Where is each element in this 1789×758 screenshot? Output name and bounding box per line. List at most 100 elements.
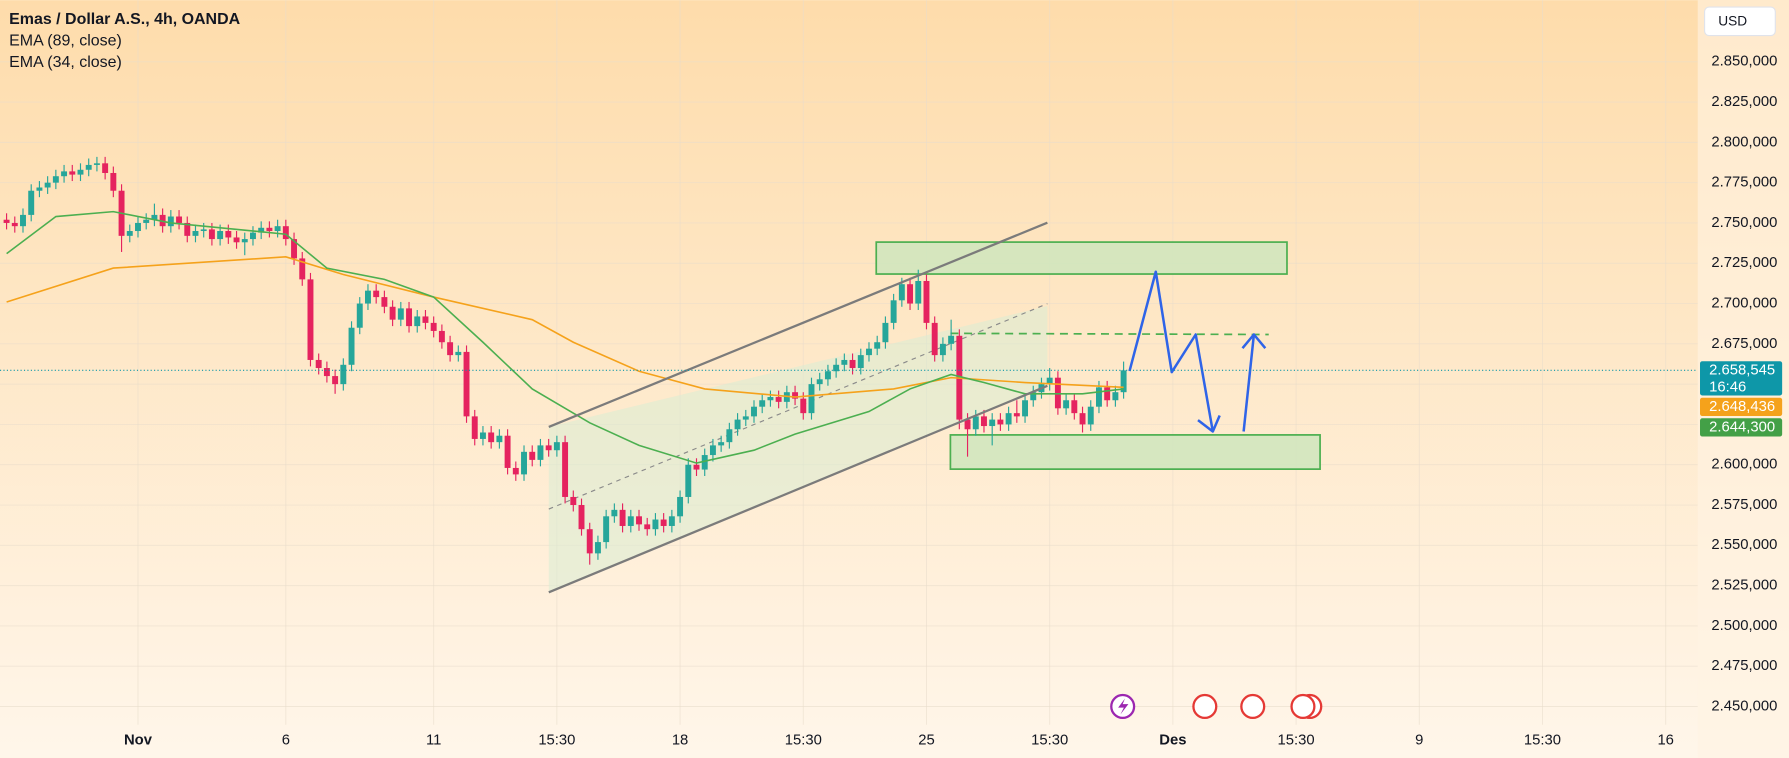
channel-lower	[548, 384, 1048, 594]
y-tick-label: 2.450,000	[1711, 698, 1777, 714]
candle-body	[233, 237, 240, 243]
candle-body	[381, 297, 388, 307]
candle-body	[898, 284, 905, 301]
currency[interactable]: USD	[1718, 13, 1747, 28]
legend: Emas / Dollar A.S., 4h, OANDA EMA (89, c…	[9, 11, 240, 71]
candle-body	[866, 348, 872, 356]
candle-body	[291, 239, 298, 259]
candle-body	[1104, 387, 1111, 401]
legend-entry: EMA (34, close)	[9, 54, 122, 71]
candle-body	[545, 445, 552, 451]
candle-body	[1071, 400, 1078, 414]
candle-body	[652, 519, 659, 530]
candle-body	[668, 516, 675, 526]
y-tick-label: 2.775,000	[1711, 175, 1777, 191]
currency-button[interactable]	[1703, 6, 1776, 37]
candle-body	[718, 442, 725, 446]
channel-mid	[548, 303, 1048, 510]
candle-body	[849, 359, 856, 369]
projection-path	[1128, 270, 1215, 432]
candle-body	[792, 392, 799, 399]
candle-body	[775, 397, 782, 402]
candle-body	[1120, 370, 1127, 393]
event-icon	[1192, 693, 1218, 720]
x-tick-label: 11	[426, 733, 441, 749]
x-tick-label: 15:30	[538, 733, 575, 749]
candle-body	[701, 455, 708, 470]
candle-body	[463, 351, 470, 417]
candle-body	[709, 445, 716, 456]
candle-body	[857, 355, 864, 369]
y-tick-label: 2.800,000	[1711, 134, 1777, 150]
candle-body	[923, 280, 930, 323]
candle-body	[77, 169, 84, 175]
candle-body	[282, 226, 289, 240]
candle-body	[184, 222, 191, 236]
candle-body	[496, 435, 503, 443]
ema-lines	[6, 210, 1124, 464]
event-icon	[1290, 693, 1316, 720]
candle-body	[225, 231, 232, 238]
x-tick-label: 25	[918, 733, 935, 749]
resistance-zone	[875, 241, 1288, 275]
y-tick-label: 2.525,000	[1711, 578, 1777, 594]
event-icon	[1240, 693, 1266, 720]
candle-body	[504, 435, 511, 468]
candle-body	[619, 509, 626, 526]
candle-body	[627, 516, 634, 526]
candle-body	[389, 306, 396, 320]
candle-body	[677, 496, 684, 517]
y-tick-label: 2.825,000	[1711, 94, 1777, 110]
candle-body	[430, 322, 437, 331]
candle-body	[1112, 392, 1119, 401]
candle-body	[258, 227, 265, 233]
candle-body	[406, 308, 412, 327]
candle-body	[907, 284, 914, 304]
x-tick-label: 18	[672, 733, 689, 749]
candle-body	[414, 316, 421, 327]
y-tick-label: 2.500,000	[1711, 618, 1777, 634]
candle-body	[800, 398, 807, 414]
target-line	[950, 332, 1269, 336]
y-tick-label: 2.475,000	[1711, 658, 1777, 674]
candle-body	[636, 516, 642, 525]
candle-body	[734, 419, 741, 430]
candles	[3, 156, 1127, 565]
candle-body	[364, 290, 371, 304]
candle-body	[742, 416, 749, 420]
candle-body	[578, 505, 585, 530]
candle-body	[36, 187, 43, 191]
candle-body	[85, 164, 92, 170]
candle-body	[28, 190, 35, 215]
candle-body	[217, 231, 224, 240]
candle-body	[250, 232, 256, 240]
candle-body	[1046, 377, 1053, 385]
candle-body	[603, 516, 610, 543]
candle-body	[307, 279, 314, 360]
candle-body	[110, 172, 117, 191]
candle-body	[69, 171, 76, 175]
candle-body	[570, 496, 577, 506]
candle-body	[208, 229, 215, 240]
candle-body	[931, 322, 938, 356]
candle-body	[332, 376, 339, 385]
candle-body	[93, 163, 100, 165]
candle-body	[356, 303, 363, 328]
candle-body	[299, 258, 306, 280]
candle-body	[685, 464, 692, 497]
x-tick-label: 15:30	[1278, 733, 1315, 749]
candle-body	[44, 182, 51, 188]
candle-body	[192, 231, 199, 236]
candle-body	[882, 322, 889, 343]
candle-body	[348, 327, 355, 365]
candle-body	[61, 171, 68, 177]
candle-body	[644, 524, 651, 530]
countdown: 16:46	[1709, 379, 1746, 395]
candle-body	[1013, 413, 1020, 417]
candle-body	[126, 231, 133, 236]
candle-body	[176, 216, 183, 223]
candle-body	[11, 222, 18, 227]
x-tick-label: 15:30	[1524, 733, 1561, 749]
y-tick-label: 2.725,000	[1711, 255, 1777, 271]
candle-body	[447, 342, 454, 356]
